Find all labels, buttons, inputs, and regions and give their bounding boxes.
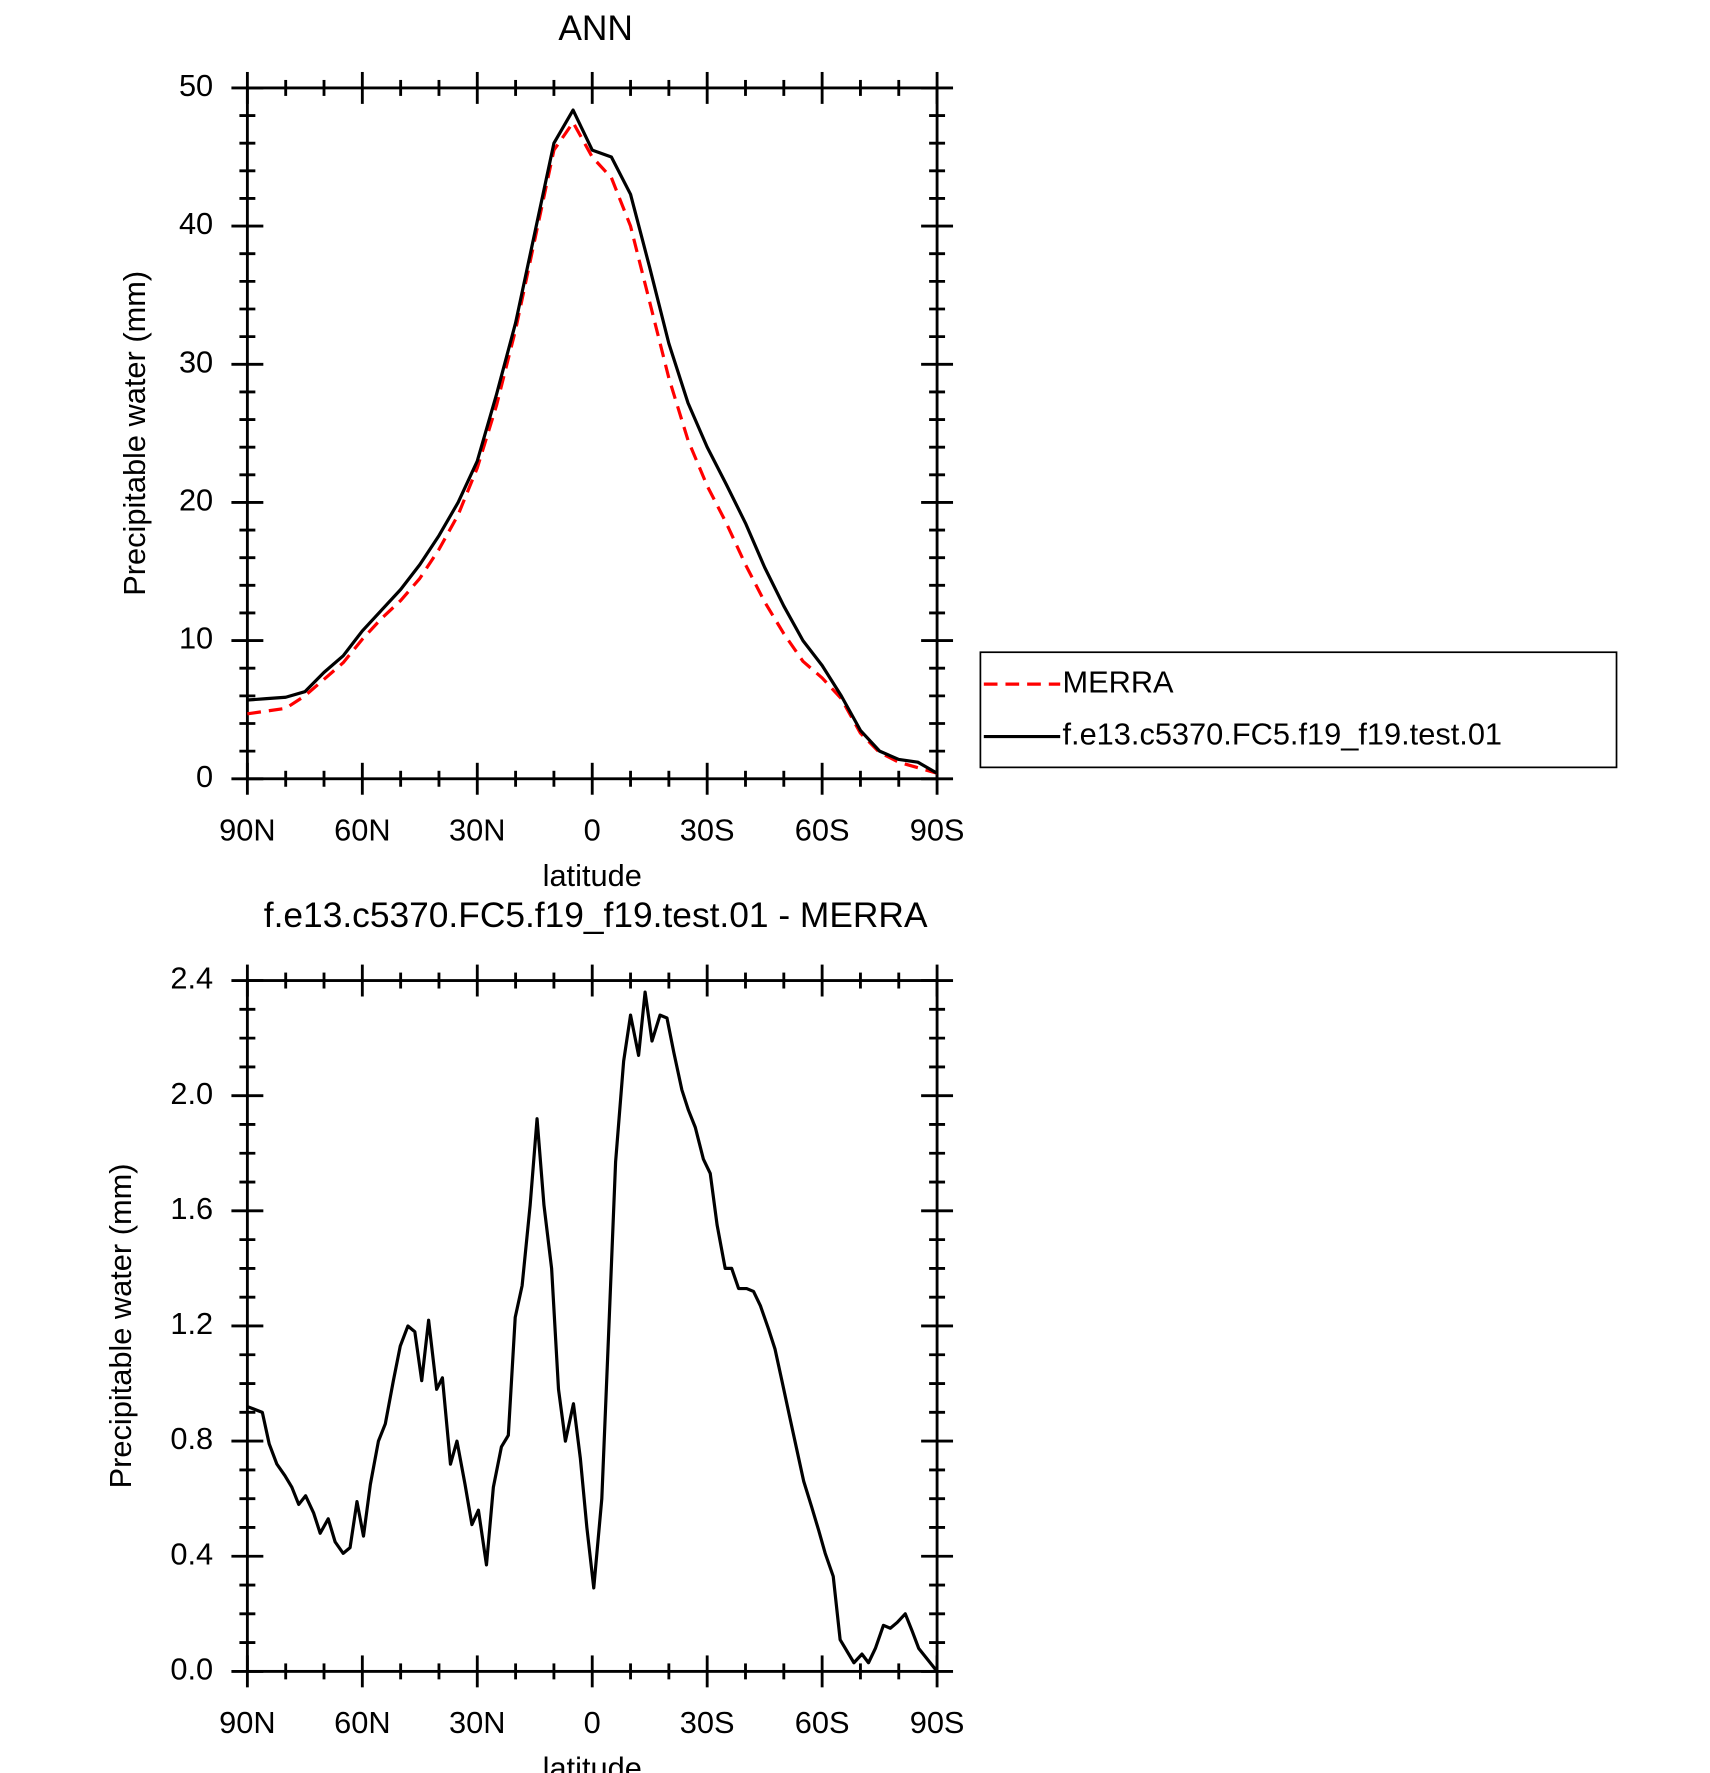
y-tick-label: 0.8 bbox=[170, 1421, 213, 1456]
x-tick-label: 60N bbox=[334, 1705, 390, 1740]
y-tick-label: 1.2 bbox=[170, 1306, 213, 1341]
x-tick-label: 0 bbox=[584, 812, 601, 847]
y-tick-label: 40 bbox=[179, 206, 213, 241]
y-tick-label: 1.6 bbox=[170, 1191, 213, 1226]
y-axis-label: Precipitable water (mm) bbox=[103, 1164, 138, 1489]
x-tick-label: 90N bbox=[219, 812, 275, 847]
data-line bbox=[247, 108, 938, 775]
legend-label: f.e13.c5370.FC5.f19_f19.test.01 bbox=[1062, 717, 1502, 752]
y-tick-label: 0.4 bbox=[170, 1536, 213, 1571]
data-line bbox=[246, 990, 939, 1673]
y-axis-label: Precipitable water (mm) bbox=[117, 271, 152, 596]
x-tick-label: 30N bbox=[449, 1705, 505, 1740]
x-tick-label: 30N bbox=[449, 812, 505, 847]
x-tick-label: 60N bbox=[334, 812, 390, 847]
y-tick-label: 50 bbox=[179, 68, 213, 103]
x-tick-label: 30S bbox=[680, 1705, 735, 1740]
x-tick-label: 60S bbox=[795, 812, 850, 847]
y-tick-label: 0.0 bbox=[170, 1652, 213, 1687]
y-tick-label: 30 bbox=[179, 344, 213, 379]
y-tick-label: 20 bbox=[179, 483, 213, 518]
x-tick-label: 90N bbox=[219, 1705, 275, 1740]
chart-title: f.e13.c5370.FC5.f19_f19.test.01 - MERRA bbox=[264, 896, 928, 935]
x-tick-label: 0 bbox=[584, 1705, 601, 1740]
x-tick-label: 90S bbox=[910, 1705, 965, 1740]
x-tick-label: 90S bbox=[910, 812, 965, 847]
data-line bbox=[247, 120, 938, 775]
x-tick-label: 60S bbox=[795, 1705, 850, 1740]
chart-title: ANN bbox=[558, 9, 633, 48]
x-axis-label: latitude bbox=[543, 858, 642, 893]
legend-label: MERRA bbox=[1062, 664, 1174, 699]
legend-box bbox=[979, 651, 1618, 769]
x-axis-label: latitude bbox=[543, 1751, 642, 1773]
y-tick-label: 10 bbox=[179, 621, 213, 656]
x-tick-label: 30S bbox=[680, 812, 735, 847]
y-tick-label: 2.4 bbox=[170, 961, 213, 996]
y-tick-label: 0 bbox=[196, 759, 213, 794]
y-tick-label: 2.0 bbox=[170, 1076, 213, 1111]
